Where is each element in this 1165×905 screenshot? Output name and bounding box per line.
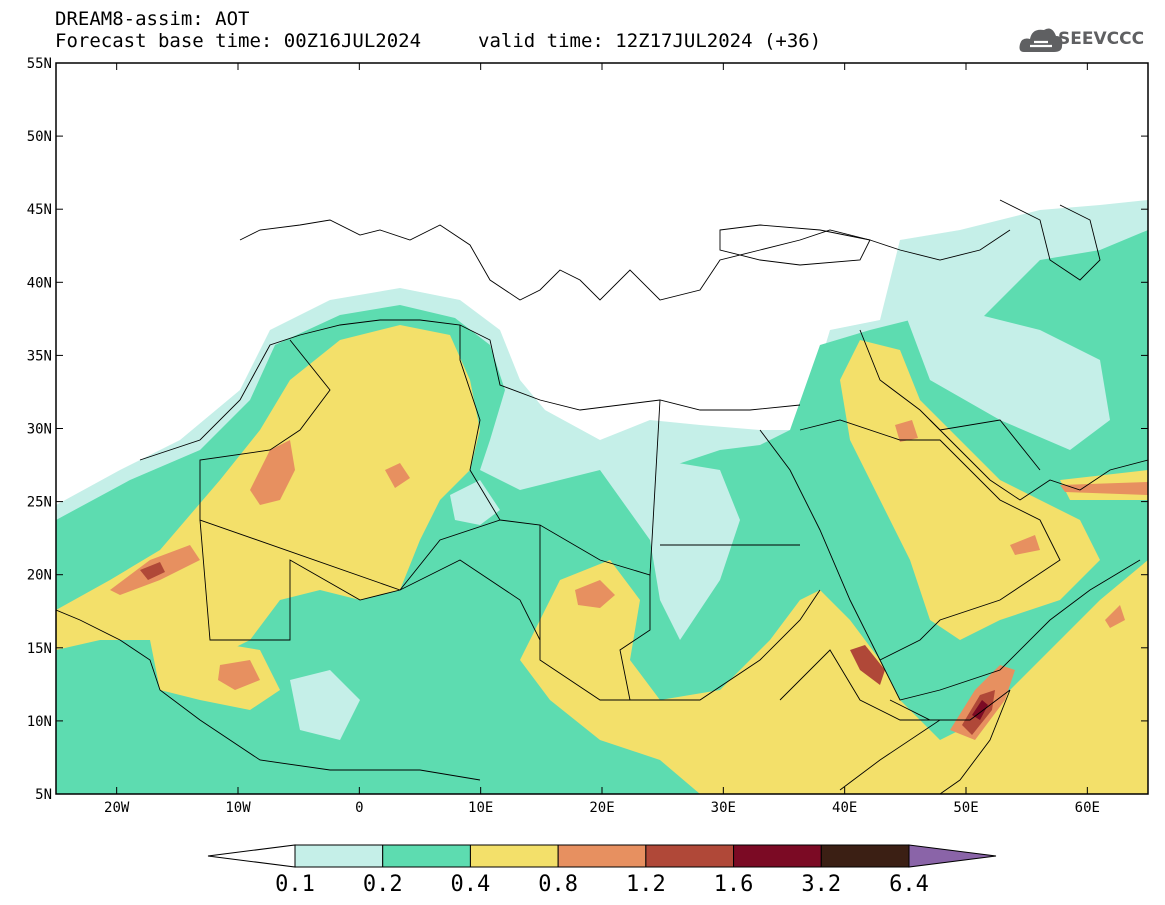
lat-tick-label: 5N xyxy=(35,787,52,803)
colorbar-swatch xyxy=(469,844,559,868)
valid-time: valid time: 12Z17JUL2024 (+36) xyxy=(478,30,822,52)
aot-gap-iran xyxy=(900,300,1110,450)
border-chad xyxy=(539,525,630,701)
border-sudan xyxy=(619,575,821,701)
coastline-horn xyxy=(889,689,1011,794)
border-iran-iraq xyxy=(859,329,1041,471)
lon-tick-label: 40E xyxy=(832,800,857,816)
lat-tick-label: 10N xyxy=(27,714,52,730)
coastline-north-africa xyxy=(139,319,801,461)
border-saudi xyxy=(799,419,1061,661)
aot-field xyxy=(56,200,1148,794)
logo-text: SEEVCCC xyxy=(1058,29,1145,49)
lat-tick-label: 50N xyxy=(27,129,52,145)
lon-tick-label: 60E xyxy=(1075,800,1100,816)
aot-gap-egypt xyxy=(600,460,740,640)
coastline-black-sea xyxy=(719,224,871,266)
border-mali-niger xyxy=(199,519,541,641)
colorbar-arrow-high xyxy=(908,844,997,868)
lon-tick-label: 20E xyxy=(589,800,614,816)
colorbar-label: 1.6 xyxy=(714,872,754,897)
chart-title: DREAM8-assim: AOT xyxy=(55,8,250,30)
aot-band-0.8-d xyxy=(575,580,615,608)
coastline-europe xyxy=(239,219,1011,301)
lon-tick-label: 50E xyxy=(953,800,978,816)
lat-tick-label: 20N xyxy=(27,568,52,584)
aot-band-0.8-j xyxy=(1105,605,1125,628)
lon-tick-label: 0 xyxy=(355,800,363,816)
lat-axis: 55N 50N 45N 40N 35N 30N 25N 20N 15N 10N 5N xyxy=(27,56,1148,803)
lat-tick-label: 40N xyxy=(27,275,52,291)
colorbar-swatch xyxy=(294,844,384,868)
coastline-gulf xyxy=(929,419,1148,501)
colorbar-label: 1.2 xyxy=(626,872,666,897)
border-libya-egypt xyxy=(499,399,800,576)
aot-band-0.8-h xyxy=(1060,482,1148,495)
lon-tick-label: 20W xyxy=(104,800,130,816)
colorbar-swatch xyxy=(557,844,647,868)
cloud-icon xyxy=(1019,28,1063,52)
aot-band-0.4-sudan xyxy=(520,560,1148,794)
coastline-caspian xyxy=(999,199,1101,281)
lat-tick-label: 30N xyxy=(27,422,52,438)
aot-band-1.2-westafrica xyxy=(140,562,165,580)
colorbar: 0.1 0.2 0.4 0.8 1.2 1.6 3.2 6.4 xyxy=(207,844,997,897)
lat-tick-label: 25N xyxy=(27,495,52,511)
lat-tick-label: 55N xyxy=(27,56,52,72)
country-borders xyxy=(56,199,1148,794)
lon-axis: 20W 10W 0 10E 20E 30E 40E 50E 60E xyxy=(104,63,1100,816)
aot-gap-sahel xyxy=(290,670,360,740)
colorbar-label: 0.2 xyxy=(363,872,403,897)
aot-band-1.2-red-sea xyxy=(850,645,885,685)
colorbar-label: 0.4 xyxy=(451,872,491,897)
lat-tick-label: 35N xyxy=(27,348,52,364)
coastline-arabia xyxy=(759,429,1141,701)
lon-tick-label: 10W xyxy=(225,800,251,816)
colorbar-label: 0.1 xyxy=(275,872,315,897)
aot-band-0.4-arabia xyxy=(840,340,1100,640)
colorbar-arrow-low xyxy=(207,844,296,868)
lat-tick-label: 45N xyxy=(27,202,52,218)
coastline-west-africa xyxy=(56,609,481,781)
aot-band-0.8-b xyxy=(250,440,295,505)
base-time: Forecast base time: 00Z16JUL2024 xyxy=(55,30,422,52)
colorbar-swatch xyxy=(645,844,735,868)
lon-tick-label: 10E xyxy=(468,800,493,816)
colorbar-label: 3.2 xyxy=(801,872,841,897)
aot-gap-libya xyxy=(450,480,500,525)
lon-tick-label: 30E xyxy=(711,800,736,816)
aot-band-0.8-g xyxy=(1010,535,1040,555)
lat-tick-label: 15N xyxy=(27,641,52,657)
colorbar-swatch xyxy=(733,844,822,868)
colorbar-label: 6.4 xyxy=(889,872,929,897)
aot-band-0.8-c xyxy=(385,463,410,488)
aot-band-0.8-e xyxy=(218,660,260,690)
colorbar-label: 0.8 xyxy=(538,872,578,897)
colorbar-swatch xyxy=(820,844,910,868)
aot-band-0.4-sahel xyxy=(150,640,280,710)
aot-band-0.8-f xyxy=(895,420,918,442)
colorbar-swatch xyxy=(382,844,471,868)
border-ethiopia xyxy=(779,649,942,791)
